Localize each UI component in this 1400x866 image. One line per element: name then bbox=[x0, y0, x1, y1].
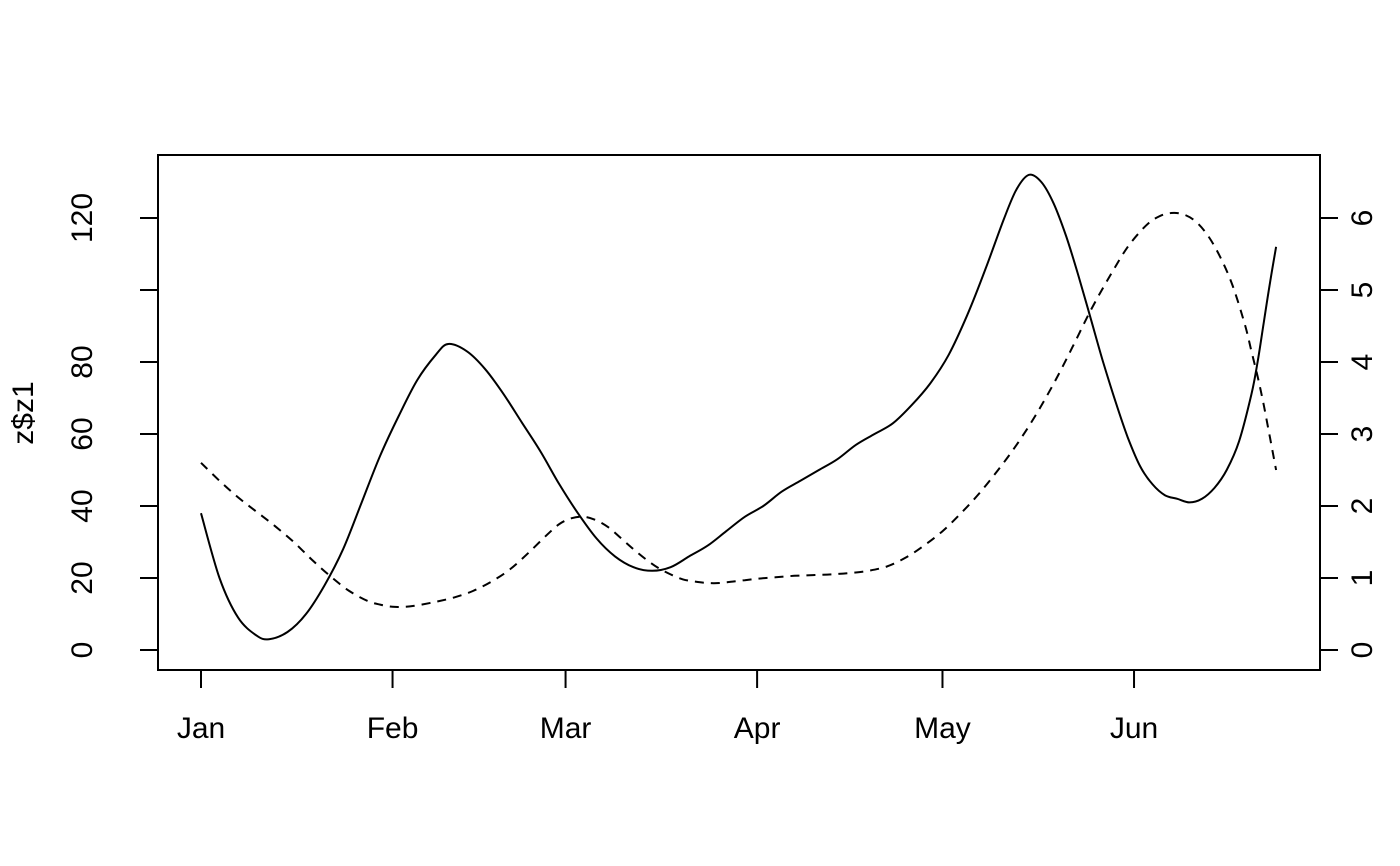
left-tick-label-60: 60 bbox=[66, 417, 99, 450]
right-tick-label-3: 3 bbox=[1346, 426, 1379, 443]
right-y-axis: 0 1 2 3 4 5 6 bbox=[1320, 210, 1379, 659]
x-axis: Jan Feb Mar Apr May Jun bbox=[177, 670, 1158, 745]
right-tick-label-2: 2 bbox=[1346, 498, 1379, 515]
x-tick-label-jun: Jun bbox=[1110, 712, 1158, 745]
dashed-line-series bbox=[200, 211, 1278, 609]
left-tick-label-20: 20 bbox=[66, 561, 99, 594]
x-tick-label-jan: Jan bbox=[177, 712, 225, 745]
right-tick-label-6: 6 bbox=[1346, 210, 1379, 227]
left-tick-label-80: 80 bbox=[66, 345, 99, 378]
left-tick-label-120: 120 bbox=[66, 193, 99, 243]
right-tick-label-0: 0 bbox=[1346, 642, 1379, 659]
x-tick-label-feb: Feb bbox=[367, 712, 419, 745]
right-tick-label-1: 1 bbox=[1346, 570, 1379, 587]
plot-box bbox=[157, 154, 1321, 671]
solid-line-series bbox=[200, 173, 1278, 641]
left-axis-title: z$z1 bbox=[7, 381, 40, 444]
left-y-axis: 0 20 40 60 80 120 bbox=[66, 193, 158, 658]
right-tick-label-4: 4 bbox=[1346, 354, 1379, 371]
x-tick-label-apr: Apr bbox=[734, 712, 781, 745]
left-tick-label-40: 40 bbox=[66, 489, 99, 522]
right-tick-label-5: 5 bbox=[1346, 282, 1379, 299]
left-tick-label-0: 0 bbox=[66, 642, 99, 659]
x-tick-label-mar: Mar bbox=[540, 712, 592, 745]
x-tick-label-may: May bbox=[914, 712, 971, 745]
